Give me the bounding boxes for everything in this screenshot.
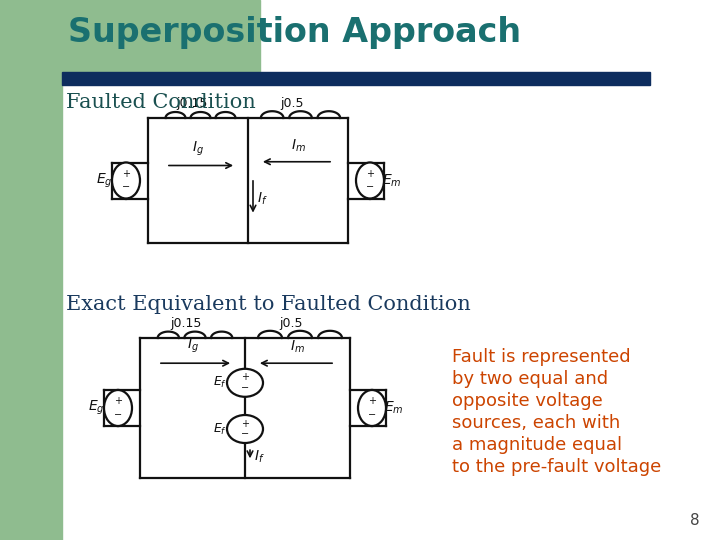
Ellipse shape	[356, 163, 384, 199]
Text: −: −	[122, 183, 130, 192]
Text: −: −	[368, 410, 376, 420]
Bar	[0, 0, 62, 540]
Text: j0.5: j0.5	[279, 317, 303, 330]
Text: $I_m$: $I_m$	[290, 339, 305, 355]
Text: $E_f$: $E_f$	[213, 421, 227, 436]
Text: $E_m$: $E_m$	[382, 172, 402, 188]
Text: j0.15: j0.15	[176, 97, 207, 110]
Text: Faulted Condition: Faulted Condition	[66, 93, 256, 112]
Text: $E_g$: $E_g$	[96, 171, 112, 190]
Text: $E_m$: $E_m$	[384, 400, 404, 416]
Text: −: −	[366, 183, 374, 192]
Text: by two equal and: by two equal and	[452, 370, 608, 388]
Text: +: +	[368, 396, 376, 406]
Text: +: +	[122, 168, 130, 179]
Text: Fault is represented: Fault is represented	[452, 348, 631, 366]
Text: to the pre-fault voltage: to the pre-fault voltage	[452, 458, 661, 476]
Text: −: −	[114, 410, 122, 420]
Text: $E_f$: $E_f$	[213, 375, 227, 390]
Text: −: −	[241, 383, 249, 393]
Bar	[62, 72, 650, 85]
Text: Superposition Approach: Superposition Approach	[68, 16, 521, 49]
Text: +: +	[241, 418, 249, 429]
Ellipse shape	[104, 390, 132, 426]
Text: j0.15: j0.15	[171, 317, 202, 330]
Text: sources, each with: sources, each with	[452, 414, 620, 432]
Text: $I_g$: $I_g$	[186, 337, 199, 355]
Ellipse shape	[227, 415, 263, 443]
Text: −: −	[241, 429, 249, 440]
Text: +: +	[366, 168, 374, 179]
Bar	[0, 0, 260, 72]
Text: $I_m$: $I_m$	[291, 137, 305, 154]
Text: 8: 8	[690, 513, 700, 528]
Text: opposite voltage: opposite voltage	[452, 392, 603, 410]
Text: $I_g$: $I_g$	[192, 139, 204, 158]
Text: +: +	[114, 396, 122, 406]
Text: $I_f$: $I_f$	[254, 449, 265, 465]
Ellipse shape	[227, 369, 263, 397]
Text: $E_g$: $E_g$	[88, 399, 104, 417]
Text: Exact Equivalent to Faulted Condition: Exact Equivalent to Faulted Condition	[66, 295, 471, 314]
Text: $I_f$: $I_f$	[257, 191, 268, 207]
Text: a magnitude equal: a magnitude equal	[452, 436, 622, 454]
Text: +: +	[241, 373, 249, 382]
Ellipse shape	[112, 163, 140, 199]
Text: j0.5: j0.5	[280, 97, 304, 110]
Ellipse shape	[358, 390, 386, 426]
